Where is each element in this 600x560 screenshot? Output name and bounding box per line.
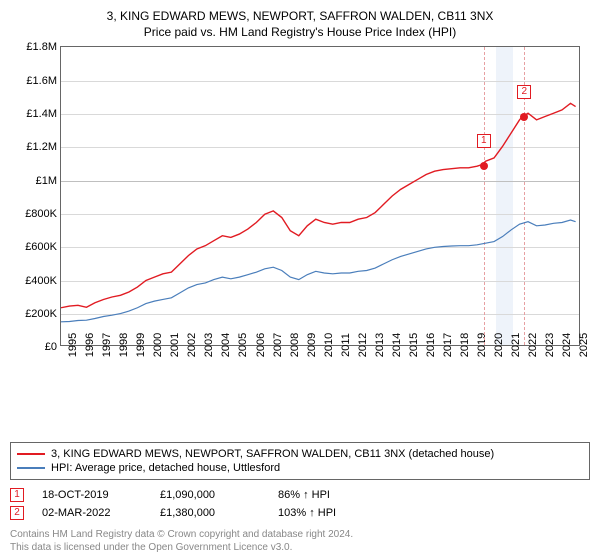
y-tick-label: £800K bbox=[25, 208, 61, 220]
sale-price: £1,090,000 bbox=[160, 489, 260, 501]
series-property bbox=[61, 104, 576, 308]
sale-row: 1 18-OCT-2019 £1,090,000 86% ↑ HPI bbox=[10, 486, 590, 504]
legend-row: HPI: Average price, detached house, Uttl… bbox=[17, 461, 583, 475]
series-svg bbox=[61, 47, 579, 345]
plot-box: £0£200K£400K£600K£800K£1M£1.2M£1.4M£1.6M… bbox=[60, 46, 580, 346]
sale-dot bbox=[480, 162, 488, 170]
y-tick-label: £1.6M bbox=[26, 75, 61, 87]
y-tick-label: £600K bbox=[25, 241, 61, 253]
legend: 3, KING EDWARD MEWS, NEWPORT, SAFFRON WA… bbox=[10, 442, 590, 480]
sale-row-marker: 2 bbox=[10, 506, 24, 520]
legend-swatch bbox=[17, 467, 45, 469]
title-line-1: 3, KING EDWARD MEWS, NEWPORT, SAFFRON WA… bbox=[10, 8, 590, 24]
sale-dot bbox=[520, 113, 528, 121]
series-hpi bbox=[61, 220, 576, 322]
sale-pct: 86% ↑ HPI bbox=[278, 489, 330, 501]
legend-label: HPI: Average price, detached house, Uttl… bbox=[51, 462, 280, 474]
chart-container: 3, KING EDWARD MEWS, NEWPORT, SAFFRON WA… bbox=[0, 0, 600, 560]
legend-swatch bbox=[17, 453, 45, 455]
y-tick-label: £400K bbox=[25, 275, 61, 287]
sale-date: 02-MAR-2022 bbox=[42, 507, 142, 519]
y-tick-label: £0 bbox=[45, 341, 61, 353]
attrib-line-2: This data is licensed under the Open Gov… bbox=[10, 541, 590, 554]
sale-marker: 1 bbox=[477, 134, 491, 148]
sale-pct: 103% ↑ HPI bbox=[278, 507, 336, 519]
y-tick-label: £1.8M bbox=[26, 41, 61, 53]
sale-date: 18-OCT-2019 bbox=[42, 489, 142, 501]
y-tick-label: £1.4M bbox=[26, 108, 61, 120]
sale-price: £1,380,000 bbox=[160, 507, 260, 519]
chart-title: 3, KING EDWARD MEWS, NEWPORT, SAFFRON WA… bbox=[10, 8, 590, 40]
legend-row: 3, KING EDWARD MEWS, NEWPORT, SAFFRON WA… bbox=[17, 447, 583, 461]
y-tick-label: £1.2M bbox=[26, 141, 61, 153]
attribution: Contains HM Land Registry data © Crown c… bbox=[10, 528, 590, 554]
chart-area: £0 £200K £400K £600K £800K £1M £1.2M £1.4M £1.6M… bbox=[10, 46, 590, 438]
legend-label: 3, KING EDWARD MEWS, NEWPORT, SAFFRON WA… bbox=[51, 448, 494, 460]
sale-row-marker: 1 bbox=[10, 488, 24, 502]
sale-marker: 2 bbox=[517, 85, 531, 99]
title-line-2: Price paid vs. HM Land Registry's House … bbox=[10, 24, 590, 40]
sale-row: 2 02-MAR-2022 £1,380,000 103% ↑ HPI bbox=[10, 504, 590, 522]
y-tick-label: £1M bbox=[36, 175, 61, 187]
sales-table: 1 18-OCT-2019 £1,090,000 86% ↑ HPI 2 02-MAR-2… bbox=[10, 486, 590, 522]
y-tick-label: £200K bbox=[25, 308, 61, 320]
attrib-line-1: Contains HM Land Registry data © Crown c… bbox=[10, 528, 590, 541]
